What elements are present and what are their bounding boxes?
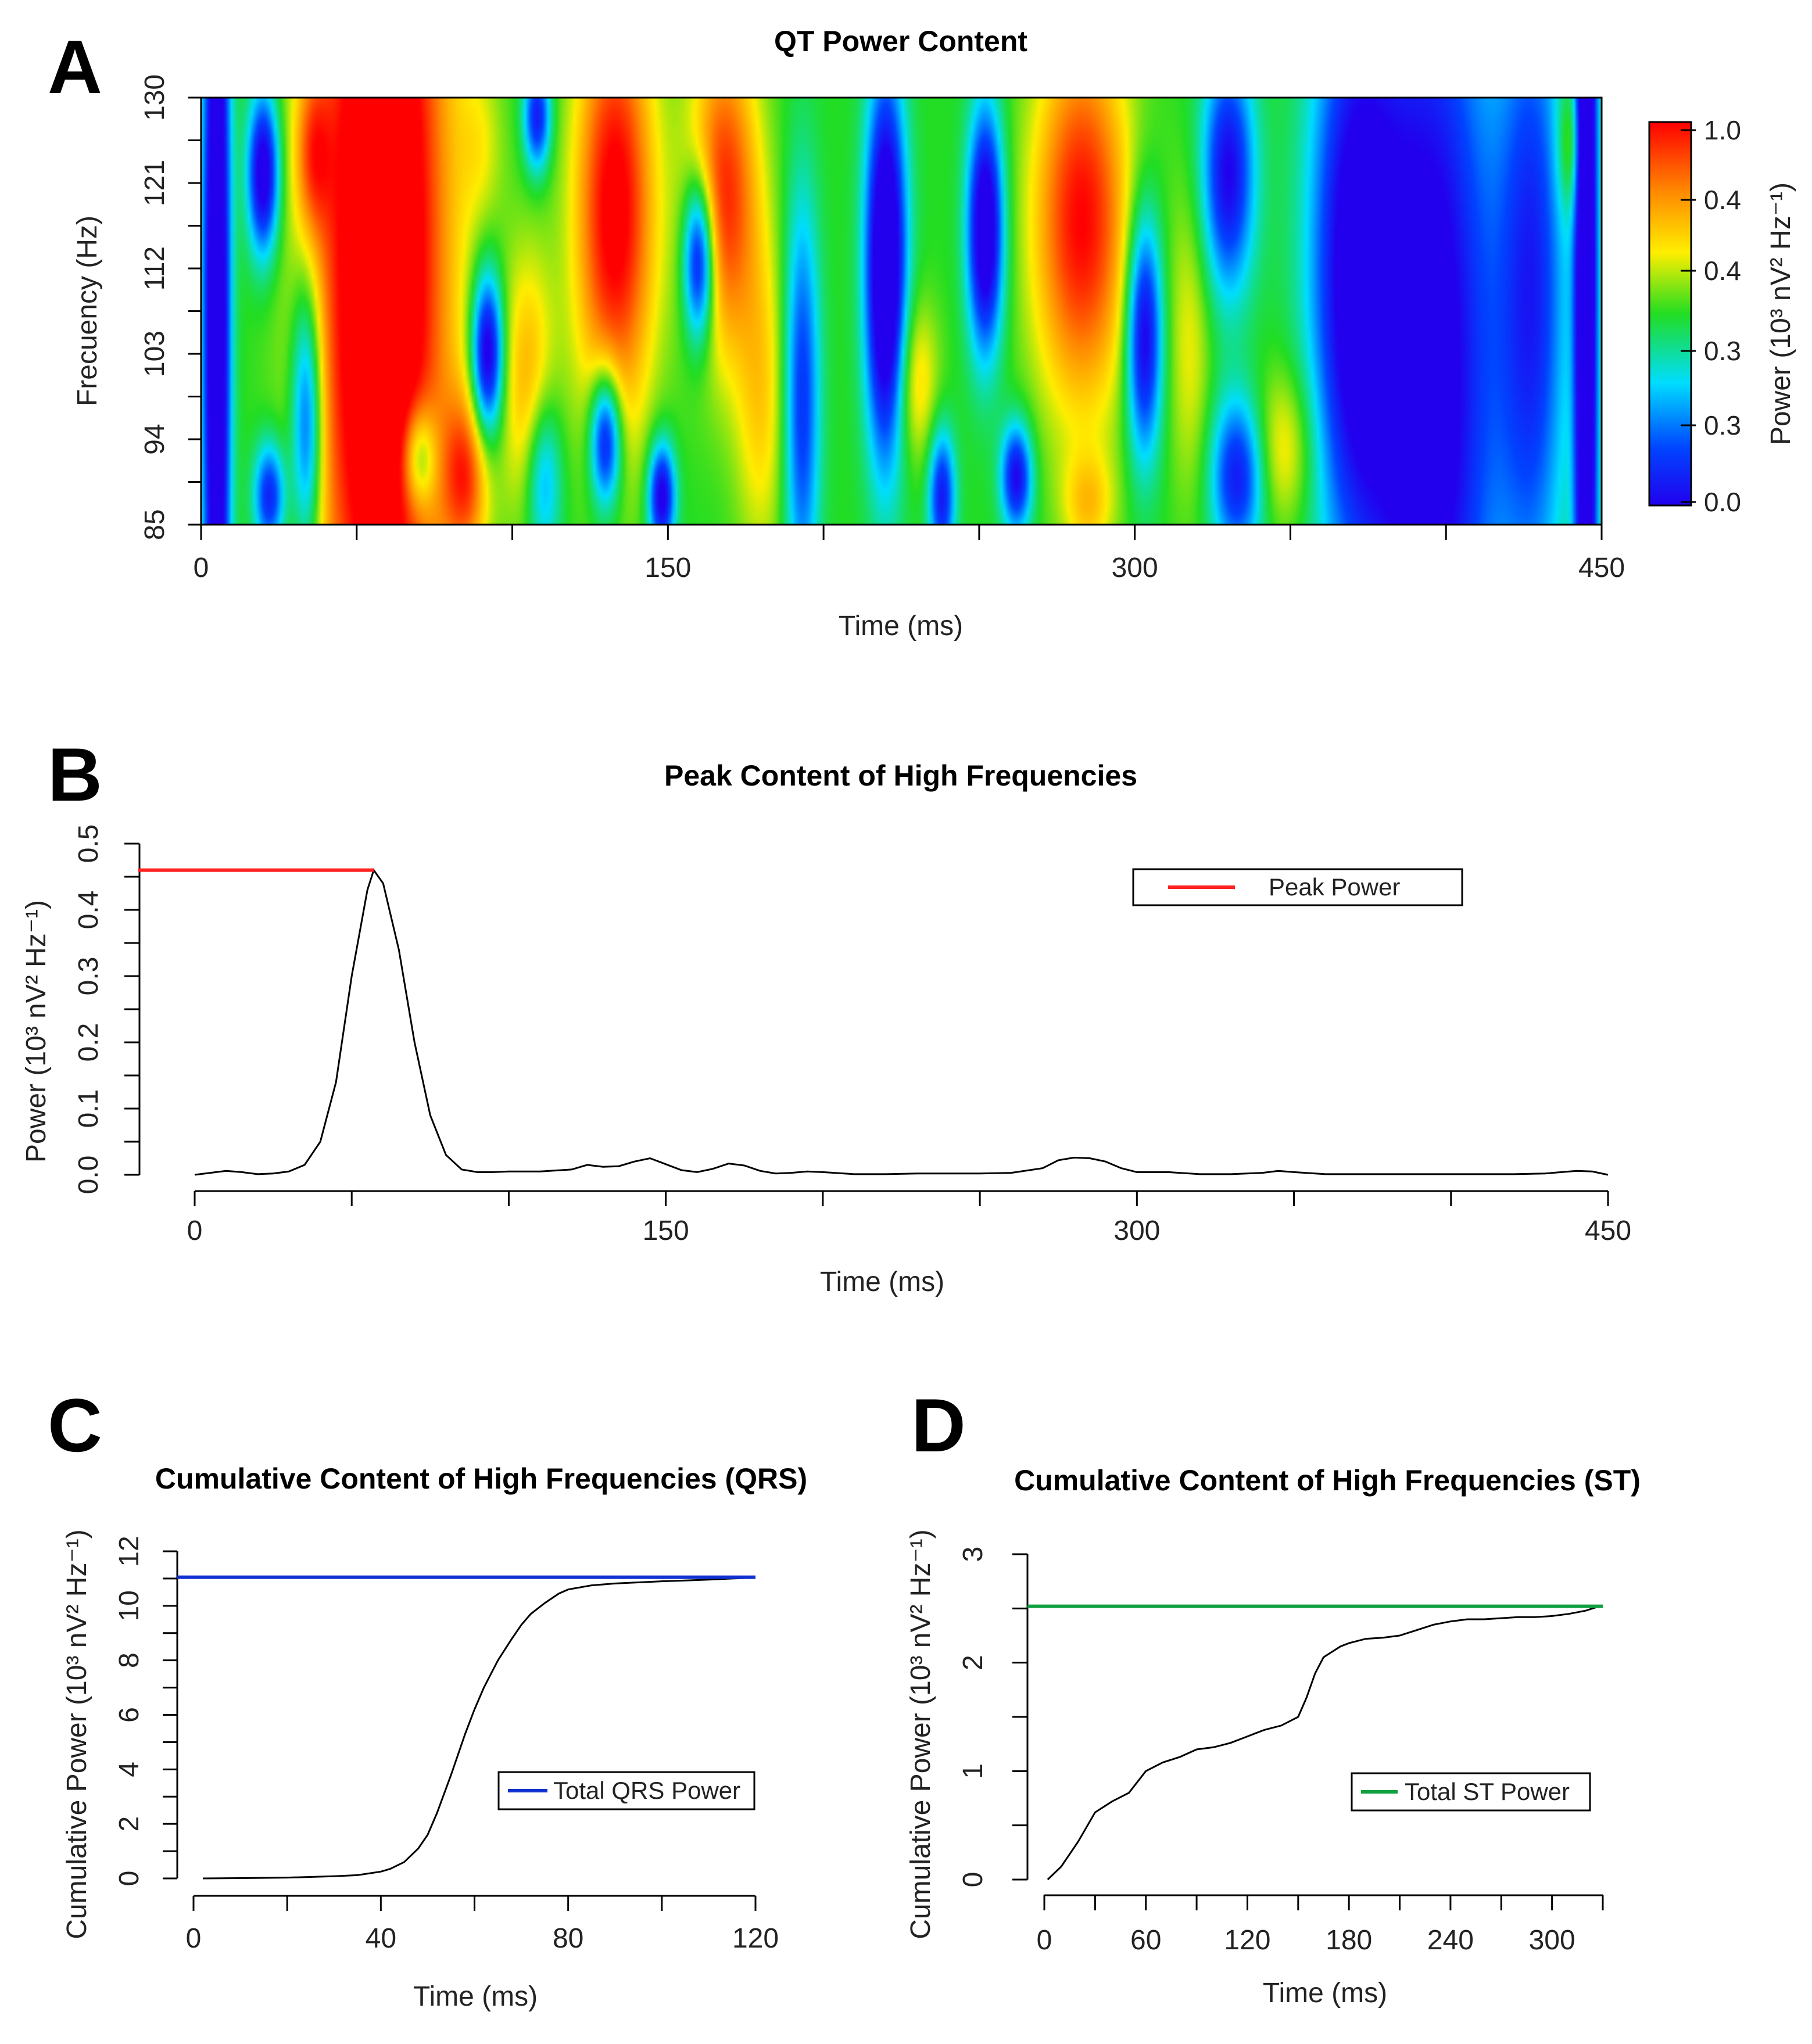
- chart-a-y-tick-label: 85: [139, 509, 170, 540]
- chart-b-y-tick-label: 0.0: [73, 1156, 104, 1195]
- chart-d-legend-label: Total ST Power: [1405, 1778, 1570, 1805]
- panel-letter-b: B: [48, 732, 102, 817]
- chart-b-y-tick-label: 0.4: [73, 891, 104, 930]
- chart-b-legend-label: Peak Power: [1269, 873, 1400, 901]
- chart-d-title: Cumulative Content of High Frequencies (…: [1014, 1464, 1641, 1497]
- chart-a-y-tick-label: 94: [139, 424, 170, 454]
- chart-c-y-tick-label: 4: [114, 1762, 145, 1777]
- chart-d-y-tick-label: 0: [958, 1872, 989, 1888]
- chart-b-axes: 0 150 300 450 0.0 0.1 0.2 0.3 0.4 0.5: [73, 824, 1631, 1246]
- colorbar-tick-label: 0.3: [1704, 410, 1741, 440]
- chart-a-y-tick-label: 130: [139, 74, 170, 121]
- panel-d: D Cumulative Content of High Frequencies…: [905, 1383, 1641, 2009]
- chart-b-power-curve: [194, 868, 1609, 1176]
- chart-c-y-tick-label: 0: [114, 1871, 145, 1887]
- chart-c-x-tick-label: 40: [366, 1923, 396, 1954]
- colorbar-tick-label: 0.4: [1704, 256, 1741, 286]
- chart-a-x-tick-label: 0: [194, 553, 209, 583]
- chart-b-y-tick-label: 0.5: [73, 824, 104, 863]
- chart-b-legend: Peak Power: [1132, 868, 1463, 906]
- colorbar-label: Power (10³ nV² Hz⁻¹): [1766, 182, 1796, 445]
- chart-a-y-tick-label: 121: [139, 160, 170, 206]
- chart-c-x-tick-label: 0: [186, 1923, 202, 1954]
- panel-letter-d: D: [911, 1383, 966, 1468]
- chart-c-y-tick-label: 8: [114, 1652, 145, 1668]
- chart-b-x-tick-label: 300: [1113, 1215, 1160, 1246]
- chart-a-title: QT Power Content: [774, 25, 1027, 58]
- chart-c-axes: 0 40 80 120 0 2 4 6 8 10 12: [114, 1536, 779, 1954]
- colorbar: 1.0 0.4 0.4 0.3 0.3 0.0 Power (10³ nV² Hz⁻¹): [1648, 115, 1796, 517]
- chart-d-legend: Total ST Power: [1351, 1772, 1591, 1812]
- heatmap-area: [200, 96, 1603, 526]
- chart-b-x-tick-label: 150: [643, 1215, 689, 1246]
- chart-a-x-tick-label: 450: [1578, 553, 1625, 583]
- chart-a-y-tick-label: 103: [139, 331, 170, 377]
- chart-b-y-tick-label: 0.2: [73, 1023, 104, 1062]
- chart-c-y-tick-label: 12: [114, 1536, 145, 1566]
- chart-c-x-tick-label: 120: [732, 1923, 779, 1954]
- colorbar-gradient: [1648, 121, 1692, 507]
- chart-d-x-tick-label: 120: [1224, 1925, 1270, 1956]
- panel-b: B Peak Content of High Frequencies 0 150 3…: [21, 732, 1631, 1297]
- chart-d-y-tick-label: 1: [958, 1763, 989, 1779]
- chart-a-x-axis: 0 150 300 450: [194, 523, 1625, 583]
- chart-b-y-label: Power (10³ nV² Hz⁻¹): [21, 900, 52, 1163]
- chart-b-y-tick-label: 0.3: [73, 957, 104, 996]
- chart-c-x-label: Time (ms): [413, 1981, 538, 2012]
- chart-b-x-tick-label: 450: [1585, 1215, 1631, 1246]
- chart-b-x-tick-label: 0: [187, 1215, 203, 1246]
- colorbar-tick-label: 0.3: [1704, 336, 1741, 366]
- chart-d-x-label: Time (ms): [1263, 1978, 1387, 2009]
- chart-d-y-tick-label: 3: [958, 1547, 989, 1562]
- chart-d-x-tick-label: 0: [1037, 1925, 1052, 1956]
- chart-a-y-tick-label: 112: [139, 246, 170, 291]
- chart-c-y-tick-label: 10: [114, 1590, 145, 1621]
- panel-c: C Cumulative Content of High Frequencies…: [48, 1383, 807, 2012]
- panel-letter-c: C: [48, 1383, 102, 1468]
- chart-a-x-label: Time (ms): [839, 611, 963, 641]
- chart-d-cumulative-curve: [1047, 1605, 1600, 1881]
- chart-d-x-tick-label: 300: [1529, 1925, 1575, 1956]
- chart-d-x-tick-label: 60: [1130, 1925, 1161, 1956]
- heatmap-image: [201, 98, 1602, 525]
- chart-c-legend-label: Total QRS Power: [553, 1777, 740, 1804]
- chart-c-y-label: Cumulative Power (10³ nV² Hz⁻¹): [62, 1529, 92, 1939]
- chart-b-title: Peak Content of High Frequencies: [664, 759, 1137, 792]
- chart-b-y-tick-label: 0.1: [73, 1089, 104, 1128]
- colorbar-ticks: 1.0 0.4 0.4 0.3 0.3 0.0: [1681, 115, 1741, 517]
- chart-a-x-tick-label: 150: [644, 553, 691, 583]
- chart-c-x-tick-label: 80: [553, 1923, 583, 1954]
- chart-b-x-label: Time (ms): [820, 1267, 944, 1297]
- chart-c-legend: Total QRS Power: [497, 1771, 755, 1810]
- colorbar-tick-label: 1.0: [1704, 115, 1741, 145]
- panel-letter-a: A: [48, 24, 102, 109]
- chart-d-x-tick-label: 180: [1326, 1925, 1372, 1956]
- chart-c-cumulative-curve: [203, 1577, 756, 1880]
- panel-a: A QT Power Content 0 150 300 450 85 94 103 112…: [48, 24, 1796, 641]
- colorbar-tick-label: 0.4: [1704, 185, 1741, 215]
- chart-a-y-axis: 85 94 103 112 121 130: [139, 74, 202, 540]
- chart-c-y-tick-label: 2: [114, 1816, 145, 1832]
- chart-a-y-label: Frecuency (Hz): [72, 216, 103, 406]
- chart-d-y-tick-label: 2: [958, 1655, 989, 1670]
- colorbar-tick-label: 0.0: [1704, 487, 1741, 517]
- chart-d-y-label: Cumulative Power (10³ nV² Hz⁻¹): [905, 1529, 936, 1939]
- chart-d-x-tick-label: 240: [1427, 1925, 1474, 1956]
- chart-c-y-tick-label: 6: [114, 1707, 145, 1723]
- chart-c-title: Cumulative Content of High Frequencies (…: [155, 1462, 807, 1495]
- chart-a-x-tick-label: 300: [1112, 553, 1158, 583]
- chart-d-axes: 0 60 120 180 240 300 0 1 2 3: [958, 1547, 1604, 1956]
